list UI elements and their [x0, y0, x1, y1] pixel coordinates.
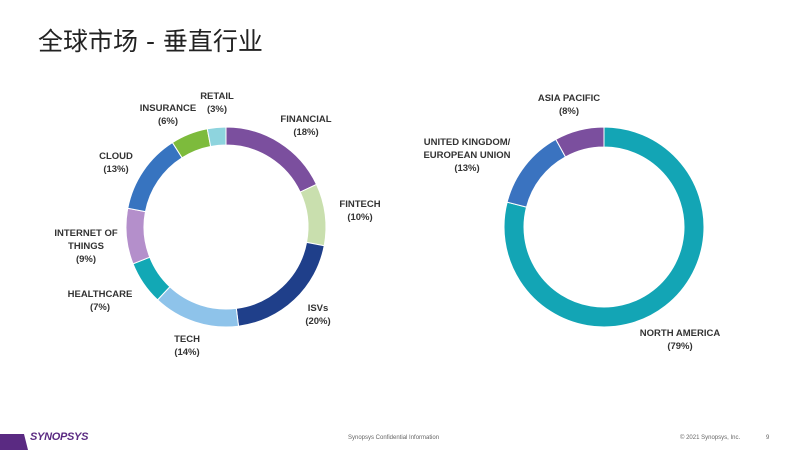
value-label: (3%) [206, 104, 228, 115]
value-label: (6%) [157, 116, 179, 127]
category-label: CLOUD [99, 151, 133, 162]
segment-label: HEALTHCARE (7%) [55, 288, 145, 314]
category-label: INSURANCE [139, 103, 197, 114]
copyright: © 2021 Synopsys, Inc. [680, 435, 741, 441]
donut-segment [299, 183, 327, 247]
category-label: ISVs [307, 303, 329, 314]
category-label: TECH [174, 334, 200, 345]
segment-label: CLOUD (13%) [86, 150, 146, 176]
confidential: Synopsys Confidential Information [348, 435, 440, 441]
category-label: FINTECH [339, 199, 381, 210]
segment-label: ISVs (20%) [293, 302, 343, 328]
category-label: NORTH AMERICA [639, 328, 721, 339]
value-label: (14%) [174, 347, 200, 358]
value-label: (18%) [293, 127, 319, 138]
donut-segment [555, 126, 605, 158]
segment-label: RETAIL (3%) [187, 90, 247, 116]
value-label: (7%) [89, 302, 111, 313]
category-label: UNITED KINGDOM/ EUROPEAN UNION [423, 137, 511, 161]
value-label: (79%) [667, 341, 693, 352]
value-label: (9%) [75, 254, 97, 265]
category-label: ASIA PACIFIC [537, 93, 601, 104]
segment-label: ASIA PACIFIC (8%) [524, 92, 614, 118]
category-label: RETAIL [200, 91, 234, 102]
value-label: (8%) [558, 106, 580, 117]
value-label: (13%) [103, 164, 129, 175]
donut-segment [206, 126, 227, 148]
category-label: FINANCIAL [280, 114, 332, 125]
segment-label: INSURANCE (6%) [128, 102, 208, 128]
donut-segment [125, 207, 151, 265]
page-number: 9 [766, 435, 770, 441]
category-label: INTERNET OF THINGS [54, 228, 118, 252]
segment-label: INTERNET OF THINGS (9%) [51, 227, 121, 266]
donut-segment [156, 286, 240, 328]
segment-label: FINANCIAL (18%) [261, 113, 351, 139]
value-label: (10%) [347, 212, 373, 223]
logo: SYNOPSYS [30, 431, 89, 443]
value-label: (20%) [305, 316, 331, 327]
slide-title: 全球市场 - 垂直行业 [38, 27, 263, 56]
segment-label: TECH (14%) [157, 333, 217, 359]
segment-label: FINTECH (10%) [325, 198, 395, 224]
donut-segment [503, 126, 705, 328]
value-label: (13%) [454, 163, 480, 174]
category-label: HEALTHCARE [67, 289, 133, 300]
logo-bar [0, 434, 28, 450]
segment-label: UNITED KINGDOM/ EUROPEAN UNION (13%) [407, 136, 527, 175]
segment-label: NORTH AMERICA (79%) [625, 327, 735, 353]
